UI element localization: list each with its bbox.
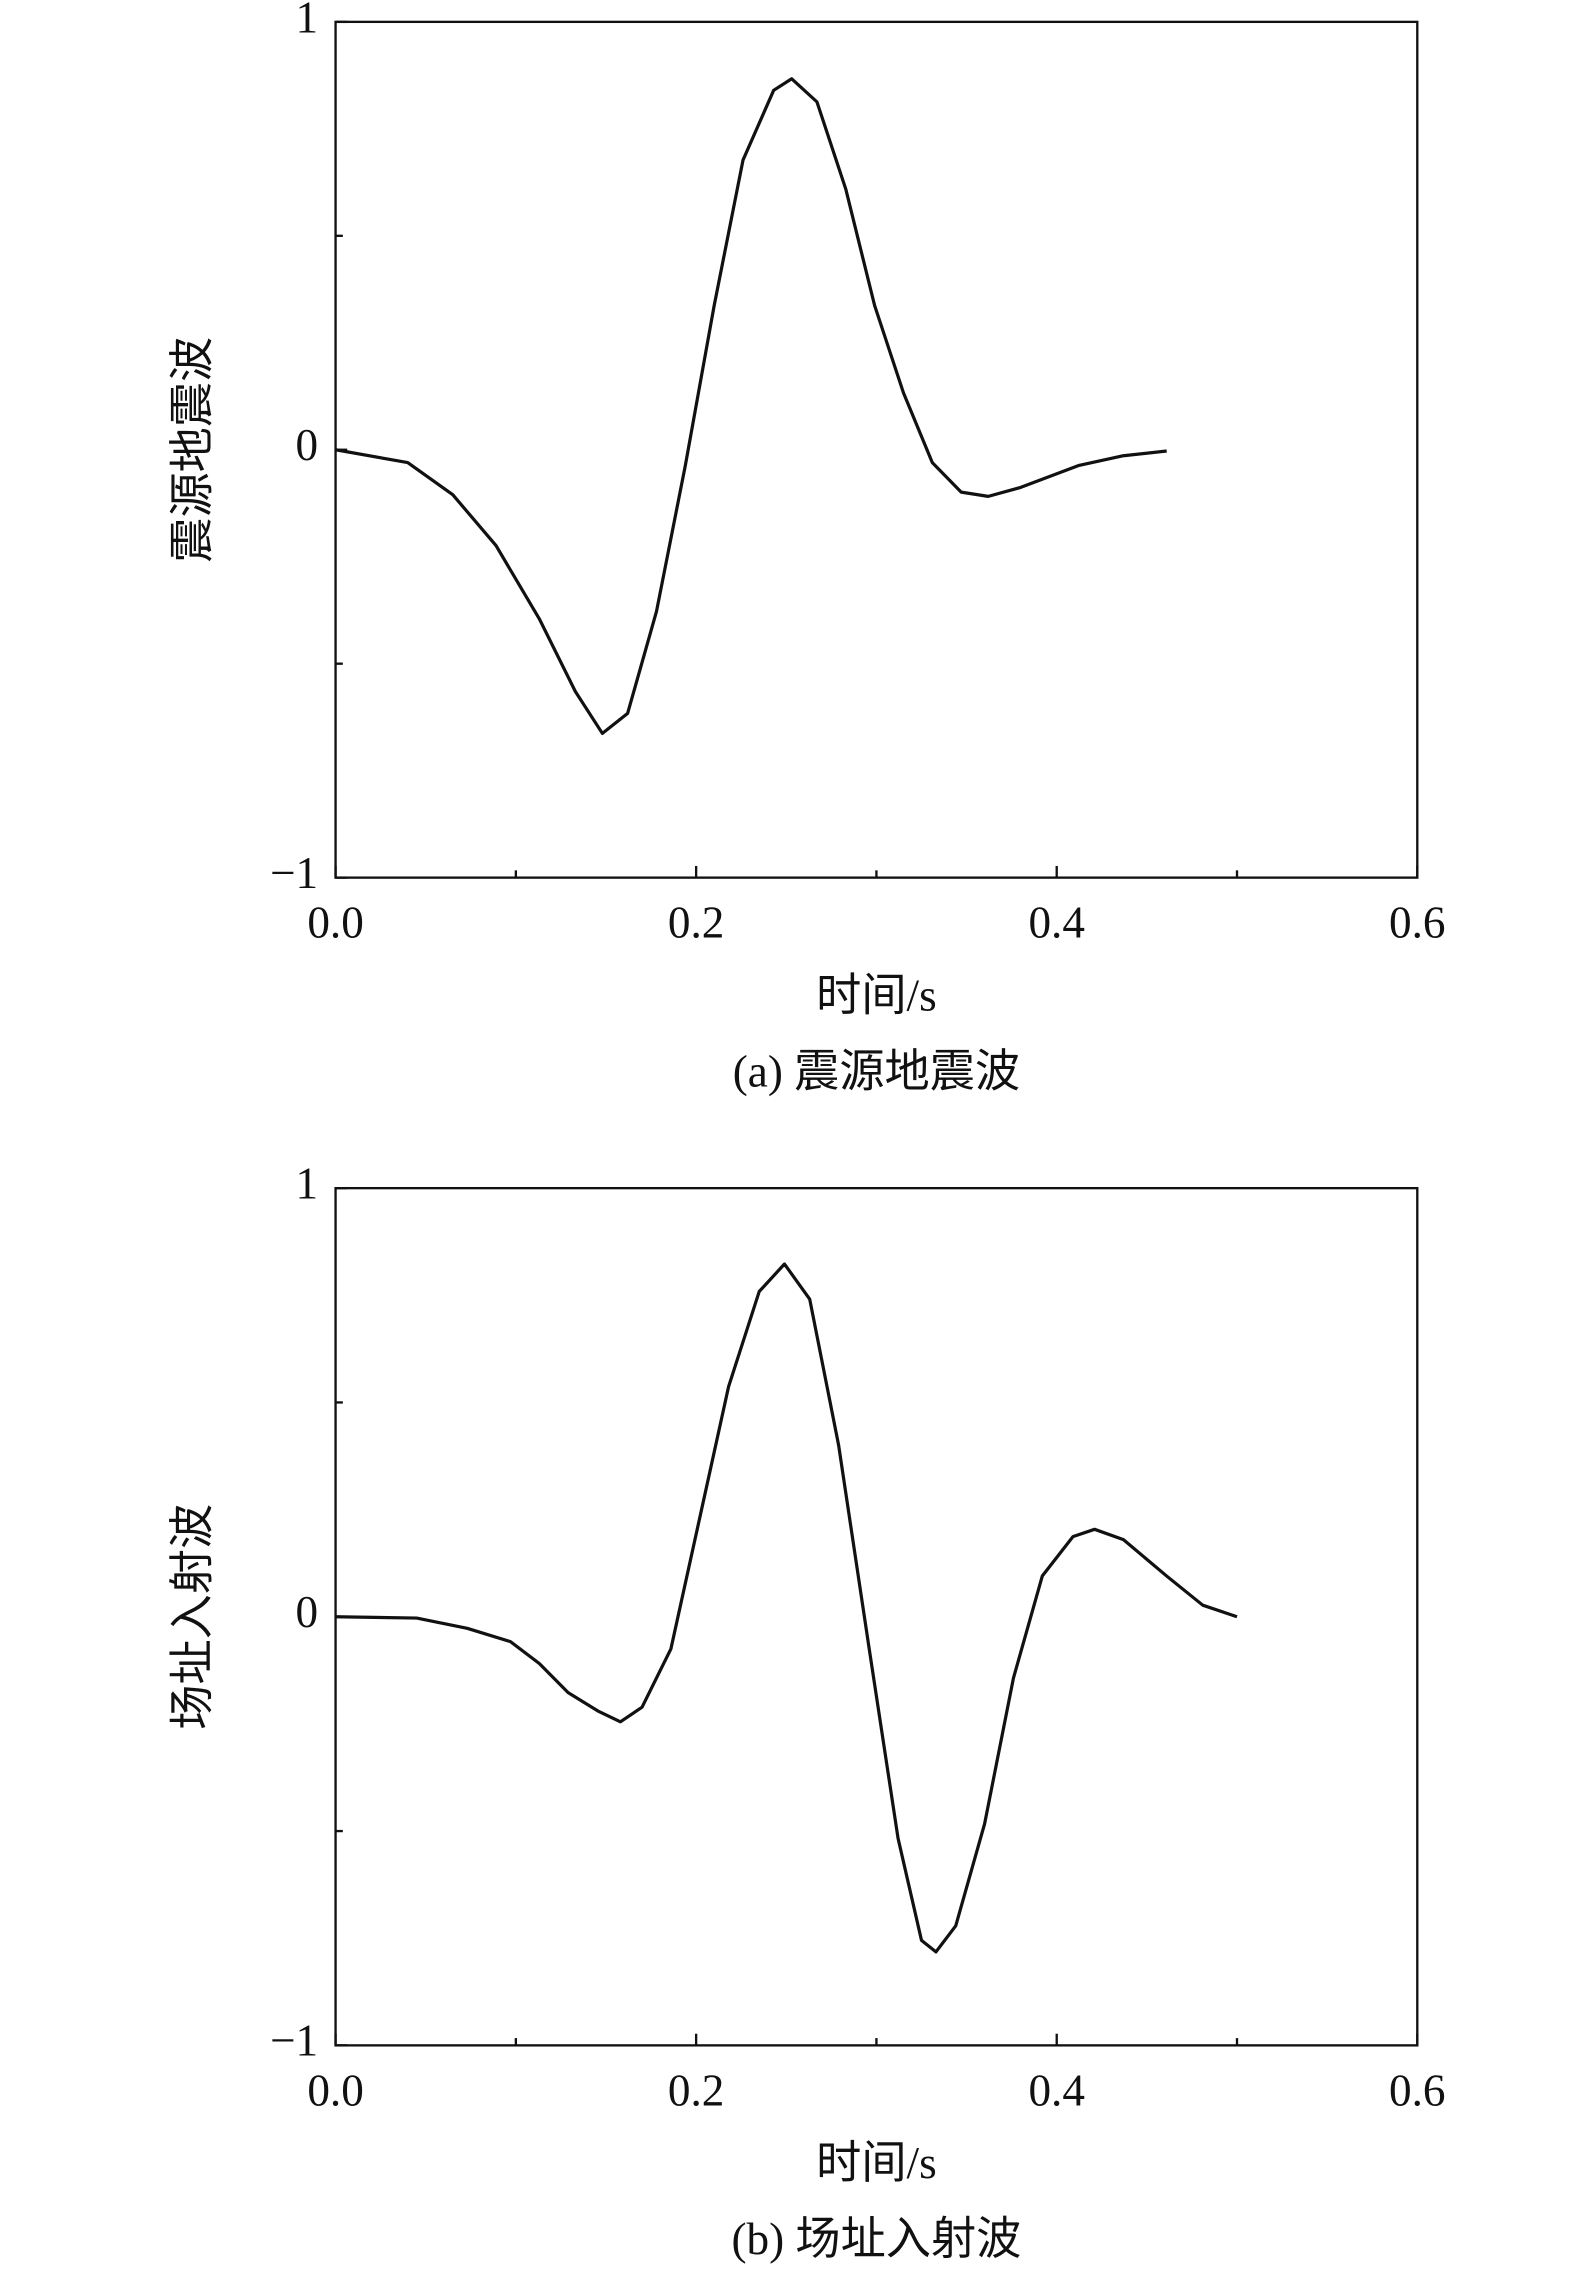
x-tick-label: 0.2	[668, 2065, 724, 2115]
wave-line	[335, 77, 1167, 736]
y-axis-label: 场址入射波	[167, 1504, 217, 1730]
x-tick-label: 0.0	[307, 2065, 363, 2115]
x-tick-label: 0.2	[668, 898, 724, 948]
x-tick-label: 0.0	[307, 898, 363, 948]
x-axis-label: 时间/s	[816, 2138, 937, 2188]
caption: (a) 震源地震波	[733, 1046, 1020, 1096]
plot-frame	[334, 20, 1419, 879]
y-tick-label: 1	[295, 0, 318, 42]
x-axis-label: 时间/s	[816, 970, 937, 1020]
y-tick-label: 0	[295, 1587, 318, 1637]
wave-line	[335, 1262, 1238, 1954]
x-tick-label: 0.4	[1028, 898, 1084, 948]
plot-frame	[334, 1186, 1419, 2047]
y-axis-label: 震源地震波	[167, 337, 217, 563]
y-tick-label: 1	[295, 1159, 318, 1209]
x-tick-label: 0.6	[1389, 898, 1445, 948]
y-tick-label: 0	[295, 420, 318, 470]
y-tick-label: −1	[270, 848, 318, 898]
x-tick-label: 0.4	[1028, 2065, 1084, 2115]
y-tick-label: −1	[270, 2016, 318, 2066]
x-tick-label: 0.6	[1389, 2065, 1445, 2115]
caption: (b) 场址入射波	[731, 2214, 1021, 2264]
